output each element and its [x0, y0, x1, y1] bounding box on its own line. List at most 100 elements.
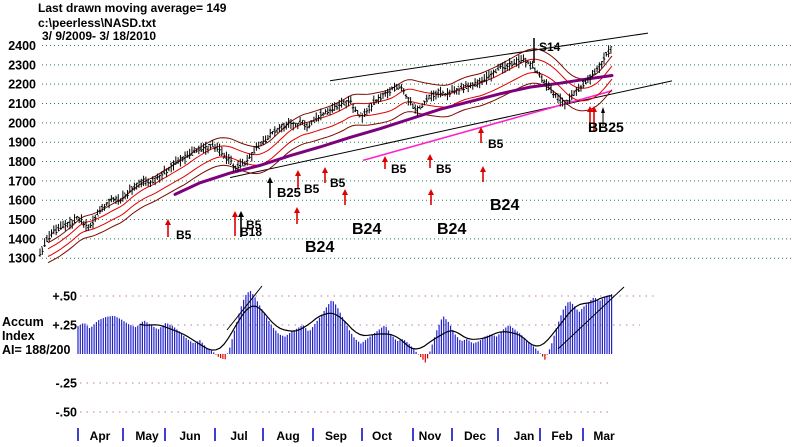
ai-bar	[461, 340, 463, 354]
ai-bar	[576, 309, 578, 354]
ai-bar-negative	[546, 354, 548, 355]
ai-bar	[206, 347, 208, 354]
ai-bar	[180, 333, 183, 354]
ai-bar	[245, 294, 247, 354]
signal-label-bb25: BB25	[588, 119, 624, 135]
ai-bar-negative	[217, 354, 219, 357]
ai-bar	[190, 341, 192, 354]
ai-bar	[392, 336, 394, 354]
ai-bar	[282, 335, 284, 354]
ai-bar	[574, 306, 576, 354]
ai-bar	[254, 297, 256, 354]
ai-bar	[178, 331, 180, 354]
ai-bar	[410, 346, 413, 354]
ai-bar	[344, 321, 346, 354]
ai-bar	[284, 336, 286, 354]
ai-bar	[604, 297, 606, 354]
ai-bar	[236, 322, 238, 354]
file-path-label: c:\peerless\NASD.txt	[38, 16, 157, 30]
ai-bar	[137, 325, 139, 354]
signal-label-b5: B5	[436, 162, 452, 176]
ai-bar	[162, 325, 164, 354]
ai-bar	[493, 335, 495, 354]
month-label-jul: Jul	[230, 429, 247, 443]
trendline-0	[329, 32, 649, 82]
ai-bar	[337, 308, 339, 354]
ai-bar	[335, 304, 337, 354]
y-axis-label: 2300	[8, 58, 36, 72]
ai-bar	[118, 318, 120, 354]
ai-panel-label: AI= 188/200	[2, 343, 71, 357]
y-axis-label: 1800	[8, 155, 36, 169]
ai-bar	[482, 338, 484, 354]
ai-bar	[77, 326, 79, 354]
ai-bar-negative	[542, 354, 544, 357]
ai-bar	[231, 339, 233, 354]
ai-bar	[360, 343, 362, 354]
ai-bar	[238, 313, 240, 354]
red-arrow-head	[428, 189, 434, 195]
ai-bar	[532, 346, 534, 354]
ai-bar	[176, 329, 178, 354]
ai-bar	[555, 328, 557, 354]
ai-bar	[498, 334, 500, 354]
y-axis-label: 1500	[8, 213, 36, 227]
ai-bar	[295, 328, 298, 354]
ai-bar	[134, 327, 137, 354]
long-ma-purple-line	[173, 74, 614, 196]
ai-bar	[565, 305, 567, 354]
ai-bar	[321, 314, 323, 354]
ai-bar-negative	[215, 354, 217, 355]
ai-bar	[286, 334, 288, 354]
ai-bar-negative	[422, 354, 424, 360]
ai-bar	[298, 327, 300, 354]
red-arrow-head	[587, 106, 593, 112]
ai-bar	[268, 320, 270, 354]
ai-bar	[185, 338, 187, 354]
ai-bar	[456, 337, 459, 354]
month-label-jan: Jan	[514, 429, 535, 443]
y-axis-label: 2400	[8, 39, 36, 53]
ai-bar	[102, 318, 104, 354]
ai-bar	[247, 292, 249, 354]
ai-bar	[597, 299, 599, 354]
ai-bar	[413, 349, 415, 354]
ai-bar	[194, 342, 196, 354]
ai-bar	[155, 328, 157, 354]
month-label-feb: Feb	[551, 429, 572, 443]
y-axis-label: 1700	[8, 174, 36, 188]
ai-bar	[261, 309, 263, 354]
ai-bar	[371, 334, 373, 354]
ai-bar	[266, 317, 268, 354]
ai-bar	[445, 319, 447, 354]
ai-bar	[539, 353, 541, 354]
ai-bar	[601, 298, 603, 354]
ai-bar	[107, 316, 109, 354]
ai-bar	[578, 311, 580, 354]
ai-bar	[381, 327, 383, 354]
ai-bar	[362, 341, 364, 354]
ai-bar	[558, 321, 560, 354]
ai-bar	[300, 326, 302, 354]
ai-bar	[79, 324, 81, 354]
ai-bar	[433, 337, 436, 354]
ai-bar	[314, 323, 316, 354]
ai-bar	[132, 326, 134, 354]
date-range-label: 3/ 9/2009- 3/ 18/2010	[42, 29, 157, 43]
ai-bar	[91, 326, 93, 354]
ai-bar	[86, 325, 88, 354]
y-axis-label: 1600	[8, 194, 36, 208]
ai-bar-negative	[544, 354, 546, 360]
month-label-aug: Aug	[276, 429, 299, 443]
ai-bar	[277, 333, 279, 354]
ai-bar	[226, 353, 229, 354]
ai-bar	[475, 342, 477, 354]
ai-bar	[316, 320, 318, 354]
ai-bar	[312, 327, 314, 354]
ai-bar	[592, 297, 594, 354]
ai-bar	[323, 310, 325, 354]
ai-bar	[502, 329, 505, 354]
ai-bar	[252, 294, 254, 354]
y-axis-label: 2200	[8, 78, 36, 92]
